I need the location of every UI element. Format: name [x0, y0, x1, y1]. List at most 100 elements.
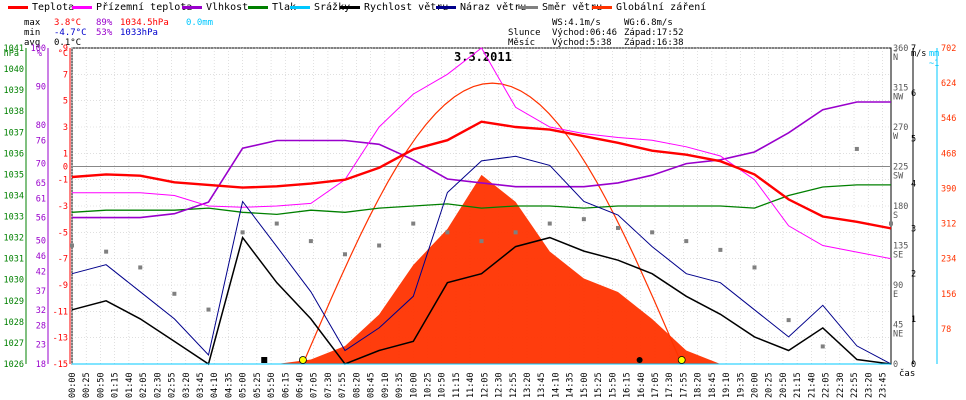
- direction-tick-label: 45: [893, 321, 903, 331]
- x-tick-label: 15:25: [594, 372, 604, 398]
- wind-direction-point: [445, 230, 450, 235]
- slunce-row: Slunce Východ:06:46 Západ:17:52: [508, 28, 684, 38]
- x-tick-label: 08:45: [367, 372, 377, 398]
- radiation-tick-label: 156: [941, 290, 956, 300]
- legend-swatch-smer-vetru: [518, 6, 538, 9]
- direction-tick-compass: E: [893, 290, 898, 300]
- stats-max-label: max: [24, 18, 41, 28]
- x-tick-label: 17:30: [665, 372, 675, 398]
- stats-max-row: max 3.8°C 89% 1034.5hPa 0.0mm: [24, 18, 213, 28]
- mesic-rise: Východ:5:38: [552, 38, 612, 48]
- ws-value: WS:4.1m/s: [552, 18, 601, 28]
- temperature-tick-label: 9: [63, 44, 68, 54]
- temperature-tick-label: -5: [58, 228, 68, 238]
- x-tick-label: 01:15: [111, 372, 121, 398]
- pressure-line: [71, 184, 891, 216]
- x-tick-label: 06:15: [281, 372, 291, 398]
- wind-direction-point: [718, 247, 723, 252]
- x-axis-unit: čas: [899, 368, 915, 379]
- temperature-line: [71, 120, 892, 230]
- x-tick-label: 09:10: [381, 372, 391, 398]
- humidity-line: [72, 101, 891, 219]
- temperature-tick-label: -9: [58, 281, 68, 291]
- pressure-tick-label: 1033: [4, 213, 24, 223]
- x-tick-label: 17:55: [679, 372, 689, 398]
- legend-item-vlhkost: Vlhkost: [182, 2, 248, 13]
- pressure-tick-label: 1038: [4, 107, 24, 117]
- wind-direction-point: [308, 239, 313, 244]
- x-tick-label: 05:00: [239, 372, 249, 398]
- legend-swatch-srazky: [290, 6, 310, 9]
- legend-label-vlhkost: Vlhkost: [206, 2, 249, 13]
- stats-max-humidity: 89%: [96, 18, 113, 28]
- x-tick-label: 10:50: [438, 372, 448, 398]
- direction-tick-label: 0: [893, 360, 898, 370]
- direction-tick-label: 225: [893, 163, 908, 173]
- wind-summary-row: WS:4.1m/s WG:6.8m/s: [508, 18, 684, 28]
- legend-swatch-teplota: [8, 6, 28, 9]
- slunce-rise: Východ:06:46: [552, 28, 618, 38]
- x-tick-label: 22:30: [836, 372, 846, 398]
- x-tick-label: 02:55: [168, 372, 178, 398]
- legend-item-naraz-vetru: Náraz větru: [436, 2, 526, 13]
- x-tick-label: 12:55: [509, 372, 519, 398]
- x-tick-label: 09:35: [395, 372, 405, 398]
- moonset-marker: [636, 357, 643, 363]
- x-tick-label: 19:10: [722, 372, 732, 398]
- x-tick-label: 19:35: [736, 372, 746, 398]
- stats-max-rain: 0.0mm: [186, 18, 214, 28]
- x-tick-label: 07:55: [338, 372, 348, 398]
- legend-label-prizemni-teplota: Přízemní teplota: [96, 2, 193, 13]
- x-tick-label: 21:15: [793, 372, 803, 398]
- wind-direction-point: [513, 230, 518, 235]
- x-tick-label: 01:40: [125, 372, 135, 398]
- temperature-tick-label: -1: [58, 176, 68, 186]
- slunce-set: Západ:17:52: [624, 28, 684, 38]
- legend-swatch-tlak: [248, 6, 268, 9]
- x-tick-label: 05:50: [267, 372, 277, 398]
- x-tick-label: 11:15: [452, 372, 462, 398]
- radiation-tick-label: 390: [941, 184, 956, 194]
- x-tick-label: 18:20: [694, 372, 704, 398]
- moonrise-marker: [261, 357, 268, 363]
- direction-tick-compass: SW: [893, 172, 904, 182]
- legend-label-tlak: Tlak: [272, 2, 297, 13]
- legend-item-tlak: Tlak: [248, 2, 296, 13]
- temperature-tick-label: -15: [53, 360, 68, 370]
- x-tick-label: 20:50: [779, 372, 789, 398]
- x-tick-label: 00:25: [82, 372, 92, 398]
- humidity-axis-unit: %: [37, 49, 42, 59]
- wind-tick-label: 1: [911, 315, 916, 325]
- legend-item-prizemni-teplota: Přízemní teplota: [72, 2, 192, 13]
- mesic-row: Měsíc Východ:5:38 Západ:16:38: [508, 38, 684, 48]
- legend-label-teplota: Teplota: [32, 2, 75, 13]
- mesic-label: Měsíc: [508, 38, 536, 48]
- x-tick-label: 05:25: [253, 372, 263, 398]
- humidity-tick-label: 18: [36, 360, 46, 370]
- direction-tick-label: 90: [893, 281, 903, 291]
- radiation-tick-label: 702: [941, 44, 956, 54]
- pressure-tick-label: 1039: [4, 86, 24, 96]
- humidity-tick-label: 61: [36, 194, 46, 204]
- wind-direction-point: [547, 221, 552, 226]
- x-tick-label: 10:00: [409, 372, 419, 398]
- wind-direction-point: [411, 221, 416, 226]
- legend-swatch-vlhkost: [182, 6, 202, 9]
- pressure-tick-label: 1034: [4, 191, 24, 201]
- stats-avg-row: avg 0.1°C: [24, 38, 213, 48]
- legend-label-srazky: Srážky: [314, 2, 351, 13]
- legend-label-smer-vetru: Směr větru: [542, 2, 603, 13]
- x-tick-label: 12:30: [495, 372, 505, 398]
- temperature-tick-label: -7: [58, 255, 68, 265]
- x-tick-label: 23:45: [878, 372, 888, 398]
- legend-swatch-naraz-vetru: [436, 6, 456, 9]
- direction-tick-compass: NW: [893, 93, 904, 103]
- direction-tick-compass: SE: [893, 251, 903, 261]
- wind-direction-point: [581, 217, 586, 222]
- temperature-tick-label: 0: [63, 163, 68, 173]
- direction-tick-label: 270: [893, 123, 908, 133]
- x-tick-label: 23:20: [864, 372, 874, 398]
- wind-tick-label: 2: [911, 270, 916, 280]
